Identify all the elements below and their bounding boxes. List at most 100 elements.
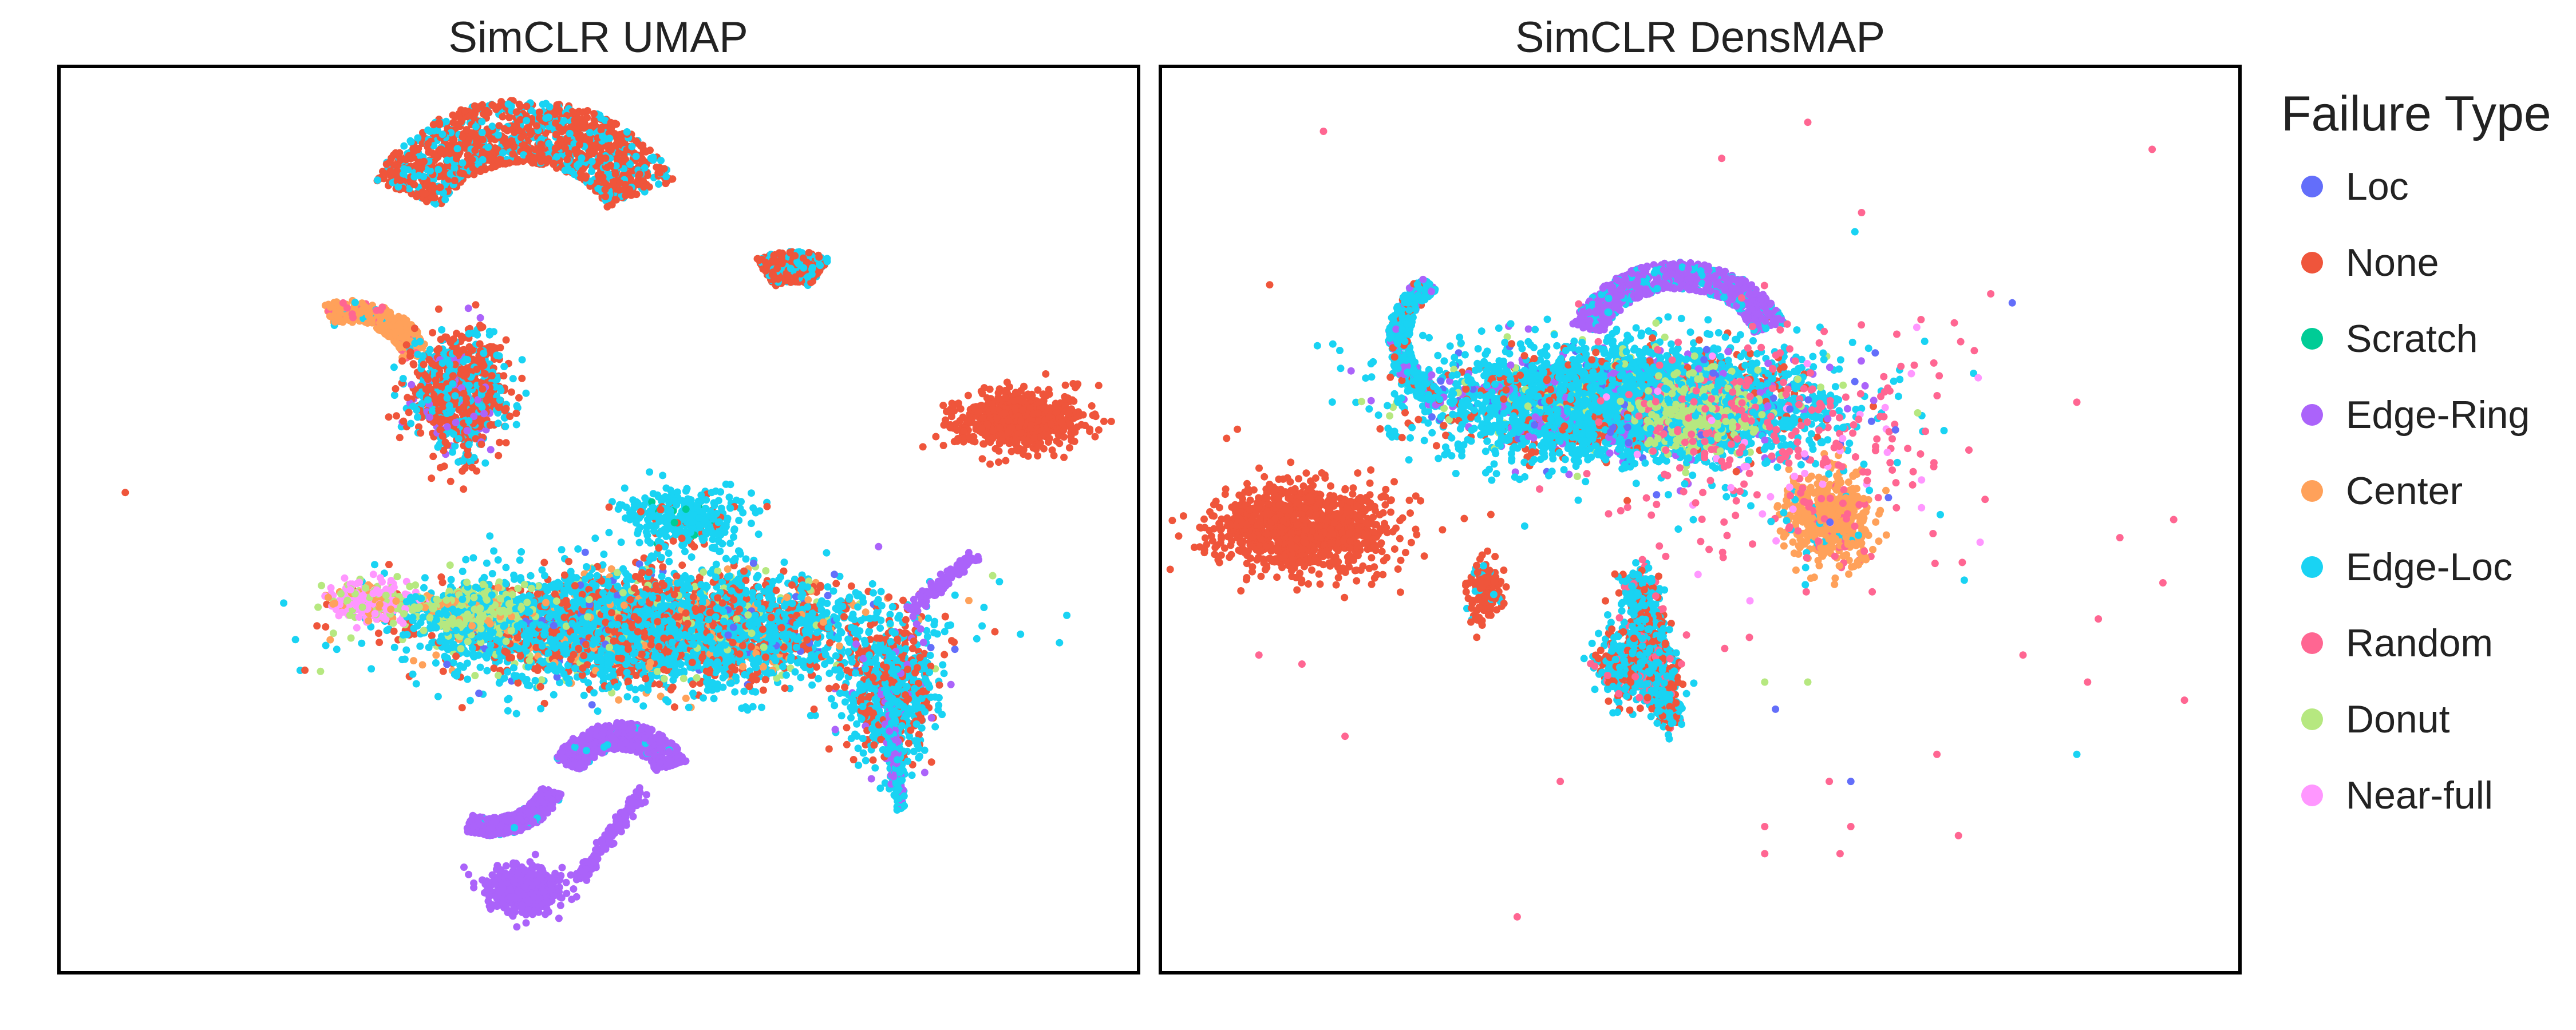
- data-point-edge-loc: [451, 392, 459, 400]
- data-point-none: [573, 119, 581, 127]
- data-point-edge-ring: [487, 446, 495, 454]
- data-point-none: [1061, 395, 1069, 403]
- data-point-none: [1027, 421, 1035, 429]
- data-point-none: [496, 344, 504, 351]
- data-point-none: [778, 260, 786, 268]
- data-point-edge-loc: [420, 584, 428, 592]
- data-point-random: [339, 299, 347, 307]
- data-point-none: [436, 183, 444, 191]
- data-point-none: [512, 108, 520, 116]
- data-point-none: [1107, 418, 1115, 425]
- data-point-none: [495, 102, 503, 110]
- data-point-none: [476, 322, 484, 329]
- data-point-none: [1017, 387, 1025, 395]
- data-point-none: [449, 335, 457, 343]
- data-point-edge-loc: [481, 459, 489, 467]
- data-point-edge-loc: [499, 149, 507, 157]
- data-point-none: [434, 305, 442, 313]
- data-point-center: [326, 312, 334, 320]
- data-point-none: [996, 423, 1004, 431]
- data-point-none: [1048, 446, 1056, 454]
- data-point-edge-loc: [597, 114, 605, 122]
- data-point-none: [1061, 381, 1069, 389]
- data-point-none: [607, 118, 615, 126]
- data-point-center: [401, 332, 409, 340]
- data-point-edge-loc: [394, 183, 402, 191]
- data-point-none: [479, 166, 487, 173]
- data-point-edge-loc: [518, 356, 526, 364]
- data-point-edge-loc: [951, 591, 959, 599]
- data-point-none: [607, 161, 615, 169]
- data-point-center: [410, 657, 417, 665]
- data-point-edge-loc: [426, 346, 434, 354]
- data-point-none: [1002, 457, 1010, 465]
- data-point-none: [815, 253, 823, 261]
- data-point-none: [437, 382, 445, 390]
- data-point-none: [595, 175, 603, 183]
- data-point-edge-loc: [443, 394, 451, 402]
- data-point-none: [400, 417, 408, 425]
- data-point-none: [459, 467, 467, 475]
- data-point-none: [510, 143, 518, 150]
- data-point-none: [979, 440, 987, 448]
- data-point-edge-loc: [628, 142, 636, 150]
- data-point-none: [1052, 399, 1060, 407]
- data-point-donut: [329, 629, 337, 637]
- data-point-none: [1047, 419, 1055, 427]
- data-point-donut: [471, 672, 479, 680]
- data-point-none: [406, 348, 414, 356]
- data-point-edge-loc: [447, 409, 454, 417]
- data-point-none: [449, 372, 457, 380]
- data-point-none: [531, 146, 539, 153]
- data-point-none: [1001, 394, 1009, 402]
- data-point-none: [470, 171, 478, 179]
- data-point-none: [398, 357, 406, 365]
- data-point-edge-loc: [494, 131, 502, 139]
- data-point-edge-loc: [800, 264, 808, 272]
- data-point-edge-loc: [424, 396, 432, 404]
- data-point-edge-loc: [741, 671, 749, 679]
- data-point-none: [479, 385, 487, 393]
- data-point-edge-loc: [486, 532, 494, 540]
- data-point-none: [464, 151, 472, 159]
- data-point-none: [552, 119, 559, 127]
- data-point-none: [1100, 417, 1108, 425]
- data-point-none: [1042, 370, 1050, 378]
- data-point-none: [410, 324, 418, 332]
- data-point-none: [939, 442, 947, 449]
- data-point-edge-loc: [493, 351, 501, 359]
- data-point-none: [472, 301, 480, 309]
- data-point-none: [565, 149, 573, 157]
- data-point-none: [405, 409, 413, 417]
- data-point-none: [459, 133, 467, 141]
- data-point-none: [460, 485, 468, 493]
- densmap-chart-title: SimCLR DensMAP: [1159, 13, 2241, 62]
- data-point-edge-loc: [522, 389, 530, 397]
- data-point-none: [479, 136, 487, 144]
- data-point-none: [479, 359, 487, 367]
- data-point-edge-loc: [657, 157, 665, 164]
- data-point-edge-loc: [797, 674, 805, 682]
- data-point-edge-loc: [632, 152, 640, 160]
- data-point-none: [977, 387, 985, 395]
- data-point-none: [991, 445, 999, 453]
- data-point-none: [512, 409, 520, 417]
- data-point-edge-loc: [390, 391, 398, 399]
- data-point-edge-loc: [574, 545, 582, 553]
- data-point-none: [502, 336, 510, 344]
- data-point-none: [428, 474, 436, 482]
- data-point-none: [656, 169, 664, 177]
- data-point-none: [1001, 409, 1009, 417]
- data-point-edge-loc: [780, 558, 788, 566]
- data-point-edge-loc: [553, 153, 561, 161]
- data-point-none: [799, 254, 807, 262]
- data-point-edge-loc: [434, 165, 442, 173]
- data-point-edge-loc: [823, 258, 831, 266]
- data-point-none: [571, 146, 579, 154]
- data-point-none: [496, 438, 504, 446]
- data-point-none: [597, 126, 605, 134]
- data-point-edge-loc: [399, 375, 407, 383]
- data-point-none: [436, 371, 444, 379]
- data-point-none: [969, 437, 977, 445]
- data-point-none: [775, 249, 783, 257]
